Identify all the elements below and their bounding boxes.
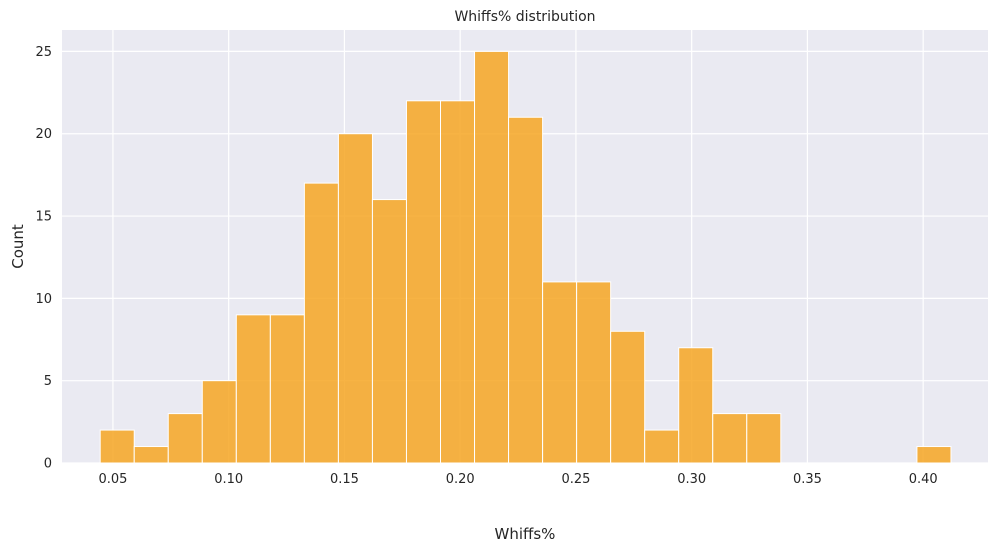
x-tick-label: 0.40 (909, 472, 938, 487)
histogram-bar (269, 314, 305, 464)
y-tick-label: 0 (44, 457, 52, 472)
y-axis-ticks: 0 5 10 15 20 25 (35, 45, 52, 472)
chart-title: Whiffs% distribution (454, 9, 595, 25)
y-tick-label: 25 (35, 45, 52, 60)
x-tick-label: 0.25 (561, 472, 590, 487)
x-tick-label: 0.35 (793, 472, 822, 487)
y-tick-label: 20 (35, 127, 52, 142)
histogram-bar (542, 281, 578, 464)
x-tick-label: 0.15 (330, 472, 359, 487)
histogram-bar (303, 182, 339, 464)
histogram-bar (371, 199, 407, 464)
histogram-bar (440, 100, 476, 464)
y-tick-label: 10 (35, 292, 52, 307)
histogram-bar (474, 50, 510, 464)
x-tick-label: 0.05 (98, 472, 127, 487)
histogram-bar (712, 413, 748, 464)
histogram-bars (99, 50, 952, 464)
histogram-bar (576, 281, 612, 464)
x-axis-label: Whiffs% (495, 525, 556, 543)
histogram-bar (678, 347, 714, 464)
histogram-bar (235, 314, 271, 464)
x-axis-ticks: 0.05 0.10 0.15 0.20 0.25 0.30 0.35 0.40 (98, 472, 937, 487)
y-tick-label: 15 (35, 210, 52, 225)
histogram-bar (99, 429, 135, 464)
histogram-bar (133, 446, 169, 464)
histogram-bar (916, 446, 952, 464)
x-tick-label: 0.20 (446, 472, 475, 487)
histogram-bar (644, 429, 680, 464)
histogram-bar (201, 380, 237, 464)
x-tick-label: 0.30 (677, 472, 706, 487)
y-tick-label: 5 (44, 374, 52, 389)
histogram-bar (508, 116, 544, 464)
y-axis-label: Count (9, 224, 27, 269)
histogram-bar (167, 413, 203, 464)
histogram-bar (610, 330, 646, 464)
histogram-bar (746, 413, 782, 464)
x-tick-label: 0.10 (214, 472, 243, 487)
histogram-bar (337, 133, 373, 464)
histogram-bar (405, 100, 442, 464)
